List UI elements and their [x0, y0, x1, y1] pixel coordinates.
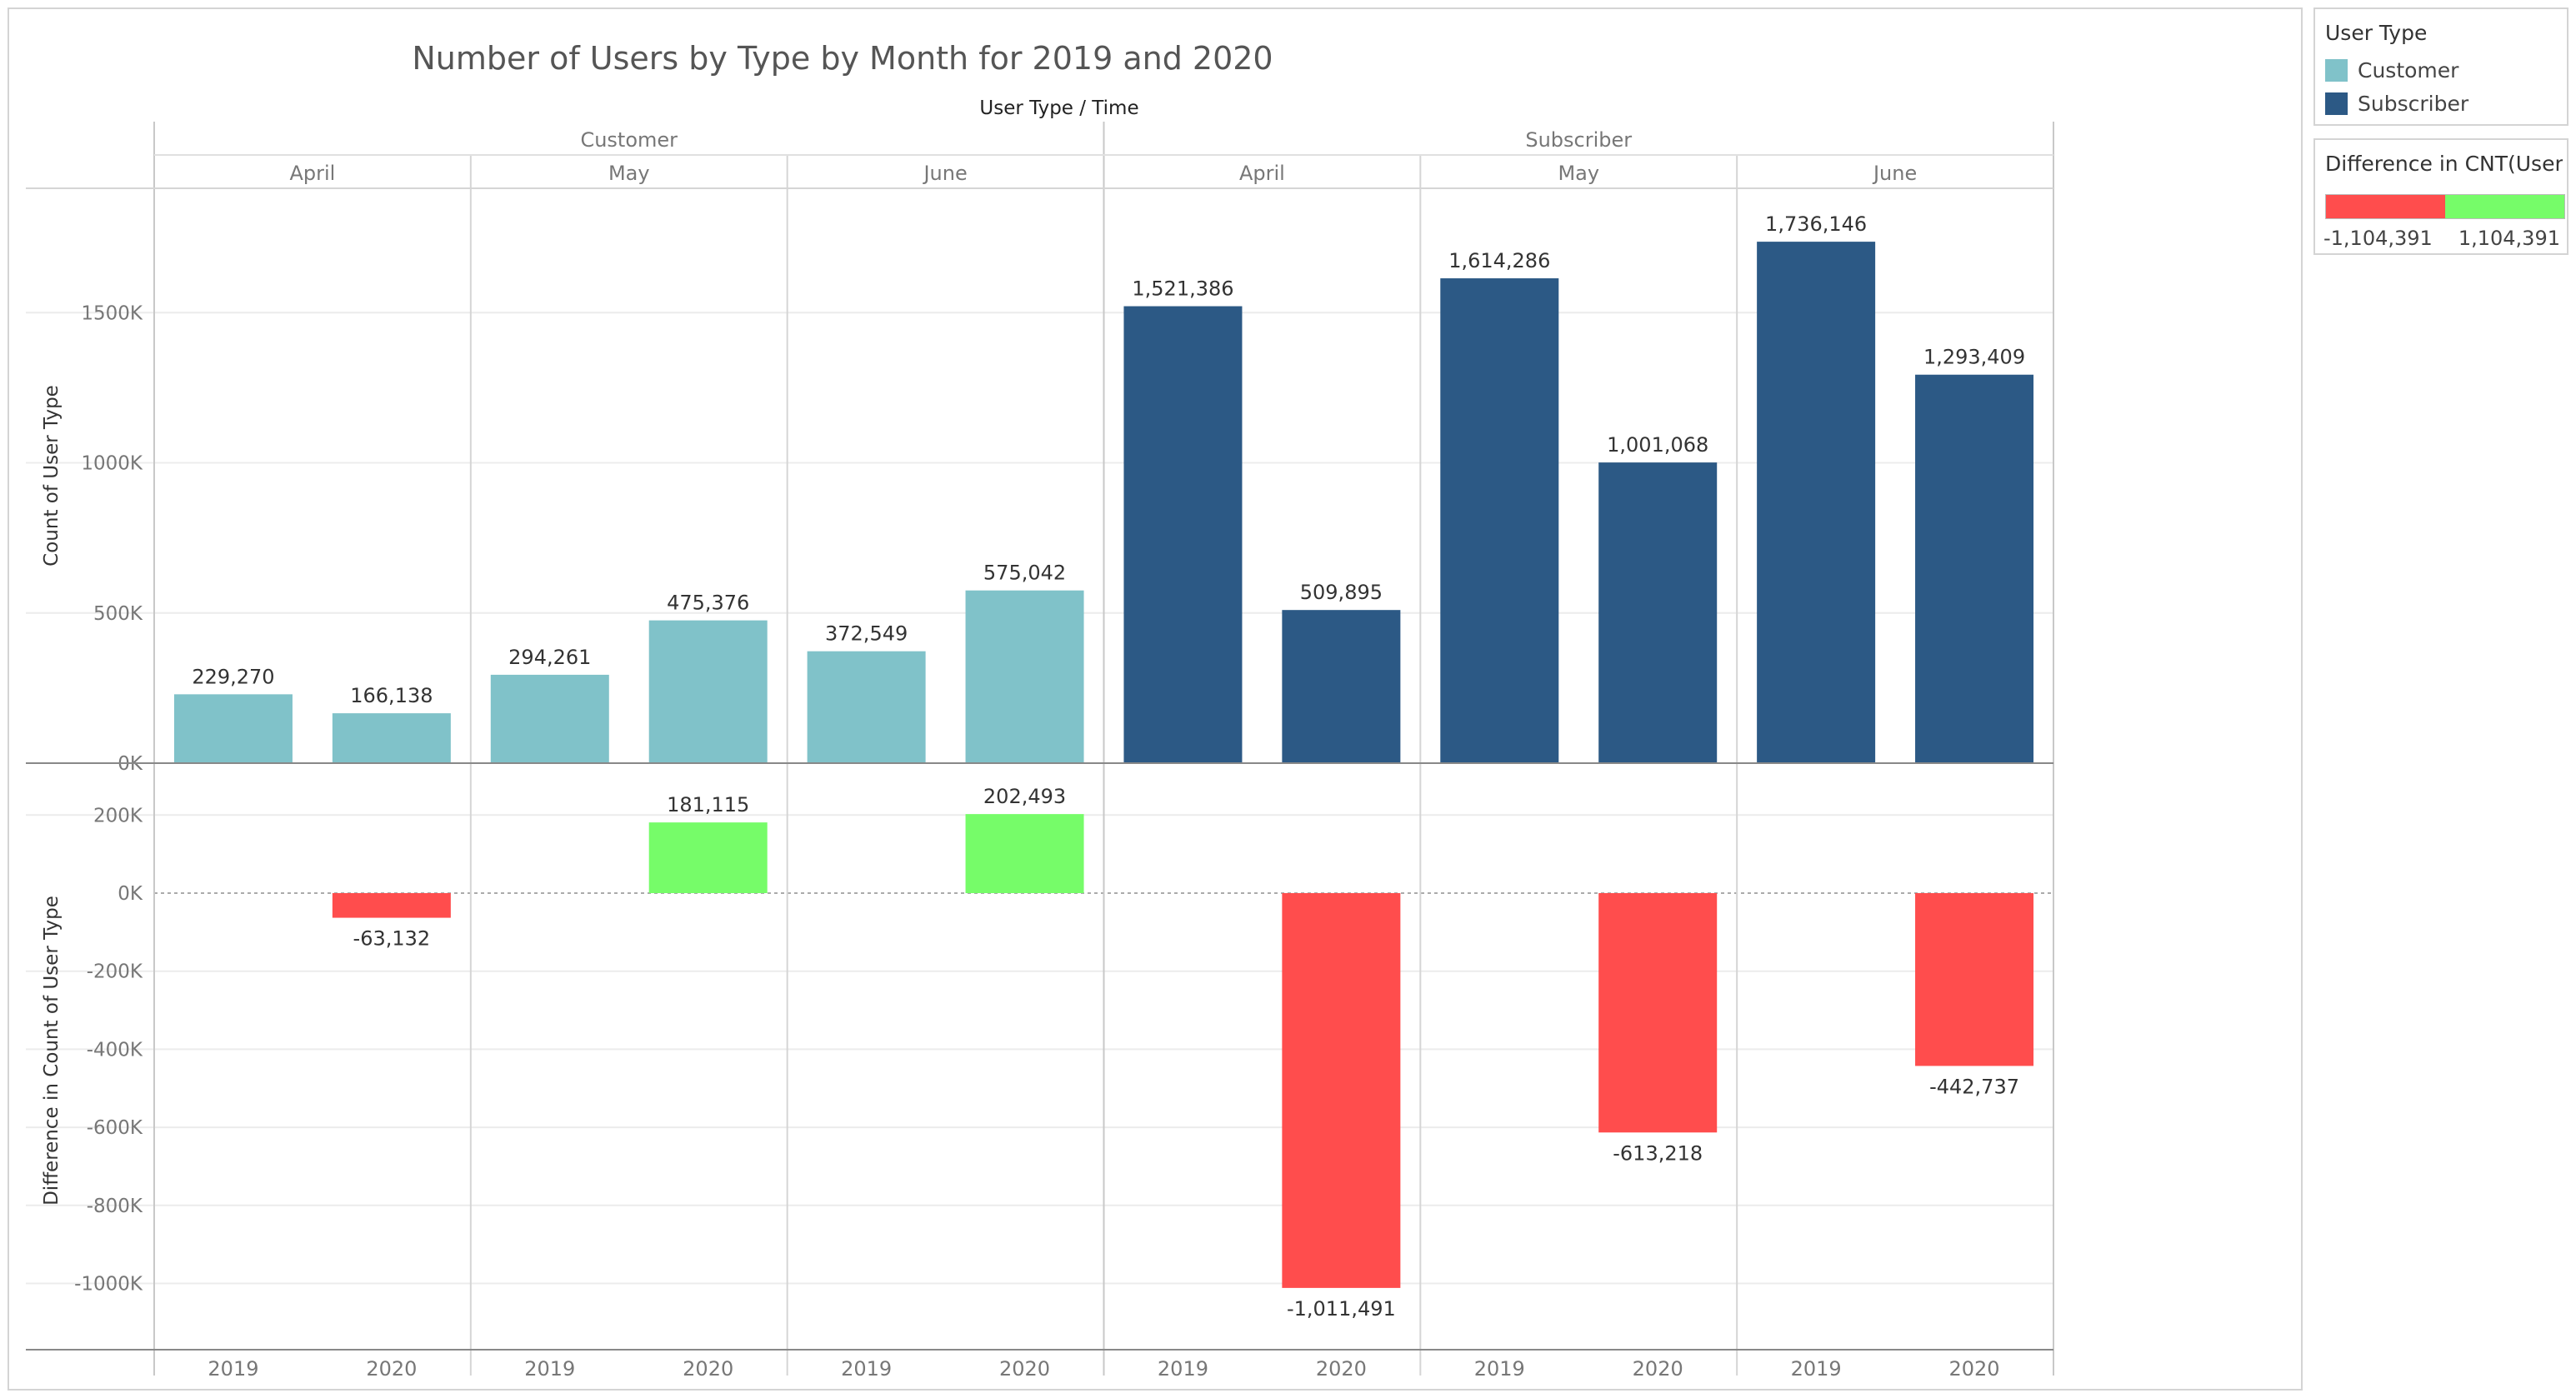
bar-value-label: 1,614,286: [1448, 249, 1550, 272]
month-header: June: [922, 162, 967, 185]
chart-frame: Number of Users by Type by Month for 201…: [8, 7, 2303, 1391]
bar-value-label: 294,261: [508, 646, 591, 669]
difference-legend-title: Difference in CNT(User ...: [2325, 152, 2563, 176]
bar-subscriber-june-2020: [1915, 374, 2034, 763]
difference-value-label: -613,218: [1613, 1141, 1703, 1165]
year-axis-label: 2020: [1316, 1357, 1367, 1381]
bar-subscriber-april-2020: [1282, 610, 1401, 763]
bar-subscriber-april-2019: [1123, 306, 1243, 763]
bottom-y-axis-title: Difference in Count of User Type: [41, 896, 63, 1206]
bar-subscriber-may-2019: [1440, 278, 1559, 763]
difference-color-ramp: [2325, 194, 2565, 219]
user-type-header: Subscriber: [1525, 128, 1632, 152]
month-header: May: [1558, 162, 1599, 185]
bar-value-label: 166,138: [350, 684, 433, 707]
year-axis-label: 2019: [1791, 1357, 1842, 1381]
top-y-axis-title: Count of User Type: [41, 385, 63, 567]
legend-item-subscriber[interactable]: Subscriber: [2325, 91, 2468, 116]
difference-bar-subscriber-april: [1282, 893, 1401, 1288]
legend-title: User Type: [2325, 21, 2428, 45]
bar-customer-june-2019: [807, 651, 926, 763]
top-y-tick-label: 1000K: [81, 453, 143, 475]
year-axis-label: 2020: [1949, 1357, 2000, 1381]
difference-bar-customer-june: [965, 814, 1084, 893]
bar-customer-june-2020: [965, 590, 1084, 763]
year-axis-label: 2019: [208, 1357, 258, 1381]
bar-value-label: 1,293,409: [1923, 346, 2025, 369]
bar-customer-april-2019: [173, 694, 293, 763]
bar-value-label: 1,001,068: [1607, 433, 1708, 457]
difference-bar-customer-april: [332, 893, 451, 918]
year-axis-label: 2019: [1474, 1357, 1525, 1381]
difference-value-label: 202,493: [983, 785, 1066, 808]
year-axis-label: 2019: [524, 1357, 575, 1381]
bar-value-label: 509,895: [1300, 581, 1383, 604]
customer-swatch: [2325, 58, 2348, 82]
bottom-y-tick-label: -200K: [87, 961, 143, 983]
bottom-y-tick-label: 200K: [93, 805, 143, 826]
difference-value-label: -63,132: [353, 927, 431, 951]
difference-bar-subscriber-may: [1598, 893, 1718, 1133]
bar-value-label: 229,270: [192, 665, 274, 688]
header-label: User Type / Time: [979, 97, 1138, 119]
month-header: April: [289, 162, 335, 185]
bar-value-label: 372,549: [825, 622, 908, 646]
difference-value-label: -1,011,491: [1287, 1297, 1396, 1321]
user-type-legend[interactable]: User Type Customer Subscriber: [2313, 7, 2568, 126]
year-axis-label: 2020: [1633, 1357, 1683, 1381]
year-axis-label: 2020: [366, 1357, 417, 1381]
year-axis-label: 2020: [683, 1357, 733, 1381]
legend-label-customer: Customer: [2358, 57, 2459, 82]
year-axis-label: 2019: [841, 1357, 892, 1381]
bottom-y-tick-label: -600K: [87, 1117, 143, 1139]
bar-customer-may-2020: [648, 620, 768, 763]
bar-subscriber-may-2020: [1598, 462, 1718, 763]
legend-item-customer[interactable]: Customer: [2325, 57, 2458, 82]
top-y-tick-label: 500K: [93, 603, 143, 625]
difference-min-label: -1,104,391: [2323, 227, 2433, 250]
bottom-y-tick-label: -800K: [87, 1196, 143, 1217]
chart-svg: Number of Users by Type by Month for 201…: [26, 40, 2054, 1381]
user-type-header: Customer: [580, 128, 678, 152]
difference-value-label: 181,115: [667, 793, 749, 816]
bar-customer-april-2020: [332, 713, 451, 763]
bar-value-label: 1,521,386: [1132, 277, 1233, 301]
bottom-y-tick-label: -400K: [87, 1039, 143, 1061]
bar-value-label: 575,042: [983, 562, 1066, 585]
month-header: May: [608, 162, 650, 185]
difference-legend[interactable]: Difference in CNT(User ... -1,104,391 1,…: [2313, 138, 2568, 255]
bar-subscriber-june-2019: [1757, 242, 1876, 763]
bar-value-label: 475,376: [667, 592, 749, 615]
top-y-tick-label: 1500K: [81, 302, 143, 324]
bar-customer-may-2019: [490, 674, 609, 763]
legend-label-subscriber: Subscriber: [2358, 91, 2469, 116]
bottom-y-tick-label: 0K: [118, 883, 143, 905]
month-header: April: [1239, 162, 1285, 185]
bar-value-label: 1,736,146: [1765, 212, 1867, 236]
bottom-y-tick-label: -1000K: [74, 1274, 143, 1296]
year-axis-label: 2020: [999, 1357, 1050, 1381]
subscriber-swatch: [2325, 92, 2348, 115]
difference-value-label: -442,737: [1929, 1075, 2019, 1098]
difference-bar-customer-may: [648, 822, 768, 893]
positive-color-segment: [2445, 195, 2564, 218]
negative-color-segment: [2326, 195, 2445, 218]
month-header: June: [1872, 162, 1917, 185]
difference-bar-subscriber-june: [1915, 893, 2034, 1066]
year-axis-label: 2019: [1158, 1357, 1208, 1381]
difference-max-label: 1,104,391: [2458, 227, 2560, 250]
chart-title: Number of Users by Type by Month for 201…: [412, 40, 1273, 77]
